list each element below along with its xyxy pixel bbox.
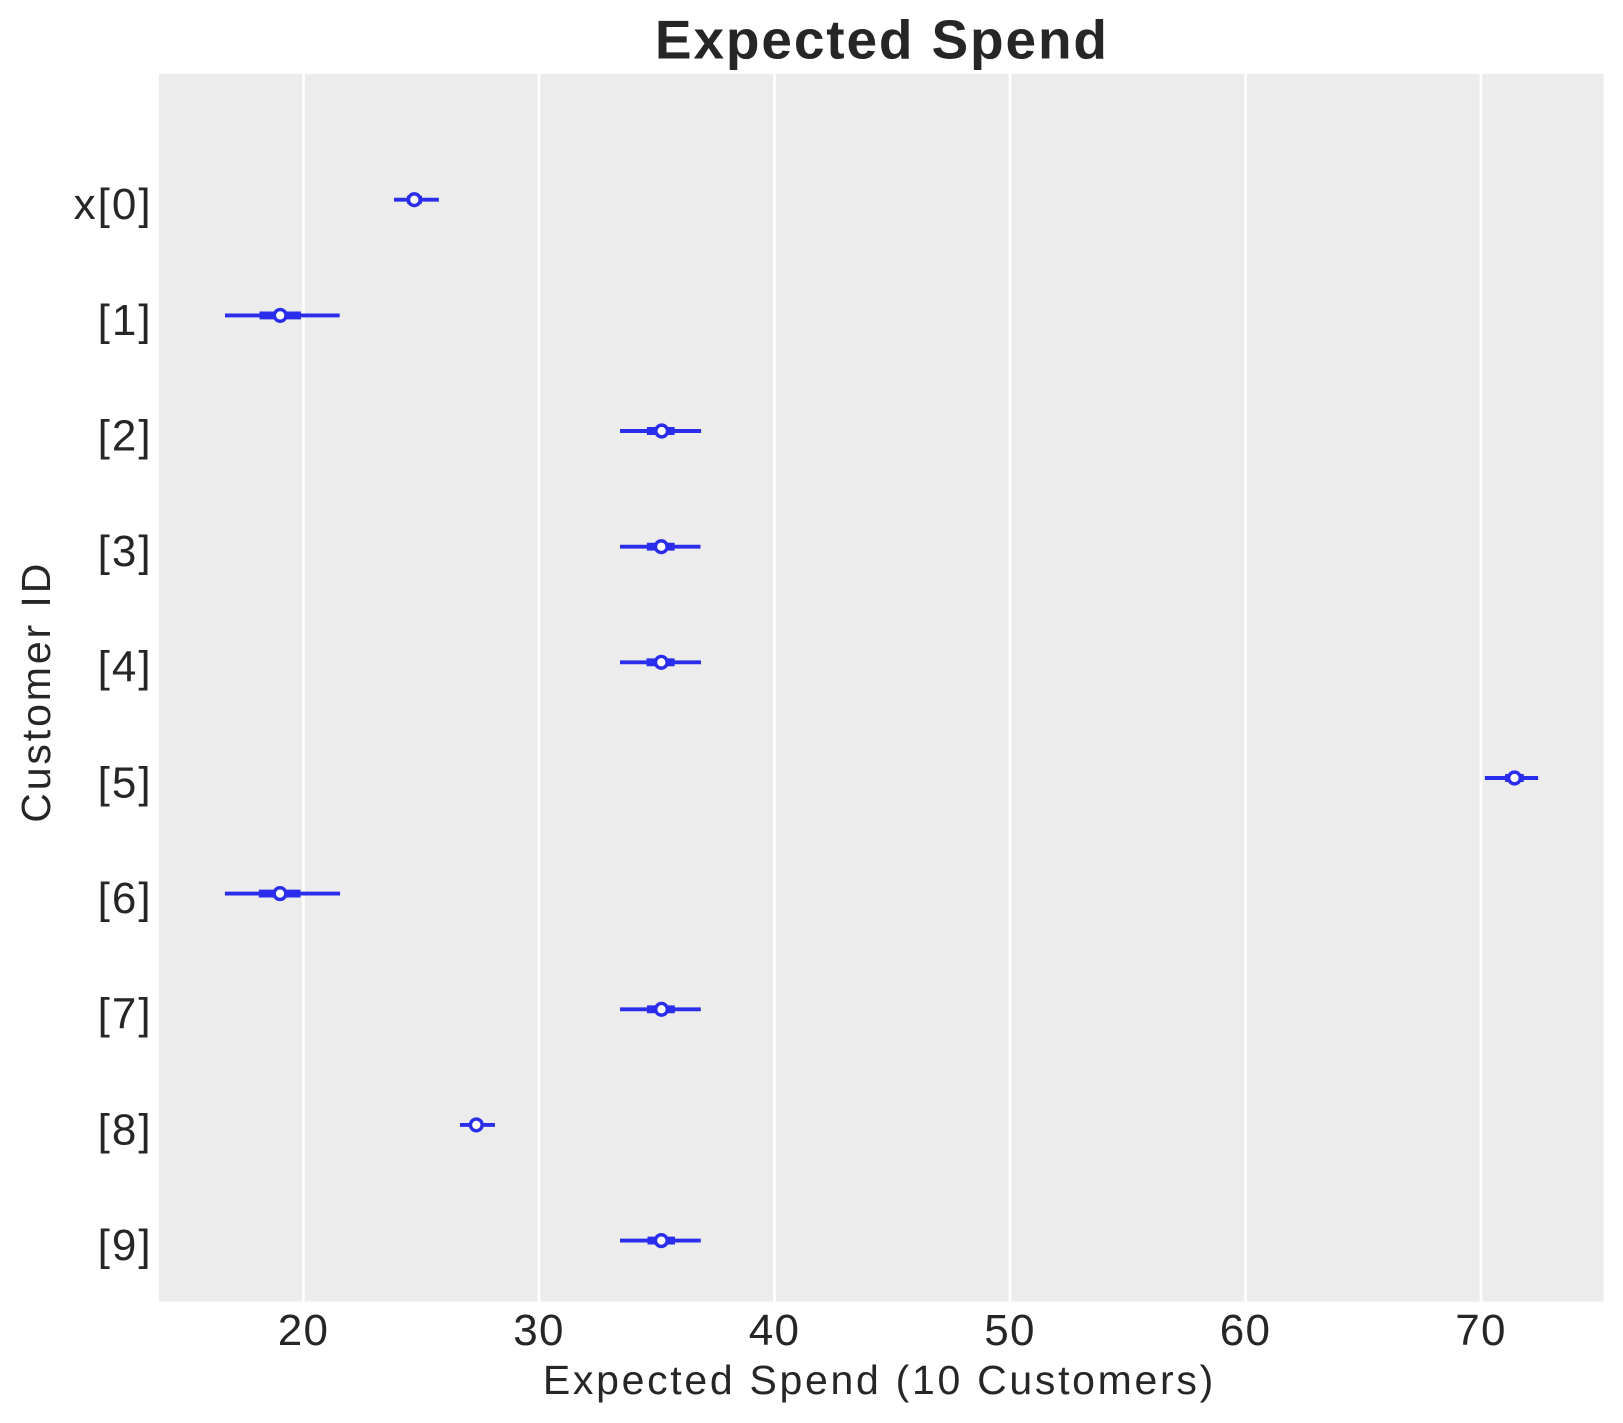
svg-text:Expected Spend (10 Customers): Expected Spend (10 Customers) bbox=[543, 1357, 1216, 1403]
svg-text:30: 30 bbox=[513, 1306, 565, 1355]
svg-text:60: 60 bbox=[1220, 1306, 1272, 1355]
svg-text:x[0]: x[0] bbox=[74, 180, 153, 229]
svg-text:[9]: [9] bbox=[98, 1221, 153, 1270]
svg-text:70: 70 bbox=[1455, 1306, 1507, 1355]
svg-text:Customer ID: Customer ID bbox=[13, 561, 59, 823]
svg-text:[1]: [1] bbox=[98, 296, 153, 345]
svg-text:[2]: [2] bbox=[98, 411, 153, 460]
svg-text:40: 40 bbox=[749, 1306, 801, 1355]
svg-text:Expected Spend: Expected Spend bbox=[655, 9, 1109, 71]
svg-text:[3]: [3] bbox=[98, 527, 153, 576]
svg-text:[6]: [6] bbox=[98, 874, 153, 923]
svg-text:[8]: [8] bbox=[98, 1105, 153, 1154]
svg-text:[5]: [5] bbox=[98, 758, 153, 807]
svg-text:[4]: [4] bbox=[98, 643, 153, 692]
svg-text:[7]: [7] bbox=[98, 990, 153, 1039]
svg-text:50: 50 bbox=[984, 1306, 1036, 1355]
svg-text:20: 20 bbox=[278, 1306, 330, 1355]
